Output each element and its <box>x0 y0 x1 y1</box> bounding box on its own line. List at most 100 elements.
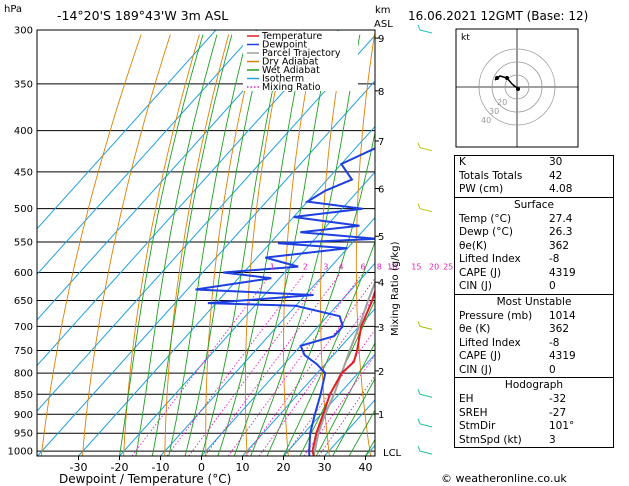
index-row: StmSpd (kt) 3 <box>455 434 613 448</box>
pressure-tick-label: 1000 <box>8 447 33 458</box>
index-value: 101° <box>549 420 575 432</box>
mixing-ratio-label: 8 <box>377 262 382 271</box>
mixing-ratio-label: 4 <box>338 262 343 271</box>
hodograph-ring-label: 20 <box>497 98 507 107</box>
x-tick-label: 10 <box>236 461 250 474</box>
pressure-tick-label: 650 <box>14 296 33 307</box>
pressure-tick-label: 850 <box>14 390 33 401</box>
pressure-tick-label: 450 <box>14 167 33 178</box>
hodograph-point <box>495 76 499 80</box>
pressure-tick-label: 300 <box>14 26 33 37</box>
wet-adiabat <box>250 34 361 456</box>
pressure-tick-label: 700 <box>14 322 33 333</box>
wet-adiabat <box>168 34 249 456</box>
dry-adiabat <box>164 34 230 456</box>
legend-label: Mixing Ratio <box>262 82 321 93</box>
index-label: Lifted Index <box>459 253 521 265</box>
km-unit-label: km <box>375 5 391 16</box>
asl-unit-label: ASL <box>374 19 393 30</box>
index-row: Totals Totals 42 <box>455 170 613 184</box>
mixing-ratio-line <box>188 274 325 456</box>
index-value: 27.4 <box>549 212 573 225</box>
x-tick-label: -10 <box>152 461 170 474</box>
wind-barbs <box>417 24 433 455</box>
index-row: EH -32 <box>455 393 613 407</box>
index-value: 4.08 <box>549 183 573 195</box>
km-tick-label: 2 <box>378 367 384 378</box>
index-label: CIN (J) <box>459 280 492 292</box>
index-label: Totals Totals <box>459 169 523 182</box>
x-tick-label: 20 <box>277 461 291 474</box>
stability-indices: K 30 Totals Totals 42 PW (cm) 4.08 <box>455 156 613 197</box>
wind-barb <box>419 325 433 330</box>
index-label: CIN (J) <box>459 363 492 376</box>
legend-label: Dewpoint <box>262 40 307 51</box>
isotherm-line <box>78 125 375 456</box>
wind-barb-flag <box>417 445 421 452</box>
index-label: θe(K) <box>459 239 487 252</box>
wind-barb <box>419 423 433 428</box>
mixing-ratio-line <box>131 274 271 456</box>
isotherm-line <box>37 30 340 367</box>
isotherm-line <box>37 30 299 321</box>
pressure-tick-label: 350 <box>14 79 33 90</box>
index-value: 0 <box>549 280 556 292</box>
indices-panel: K 30 Totals Totals 42 PW (cm) 4.08 Surface Te… <box>454 155 614 448</box>
isotherm-line <box>37 80 375 456</box>
index-value: 362 <box>549 323 570 335</box>
hodograph-point <box>505 76 509 80</box>
isotherm-line <box>119 171 375 456</box>
index-value: 4319 <box>549 350 576 362</box>
index-value: 26.3 <box>549 226 573 238</box>
x-tick-label: 30 <box>318 461 332 474</box>
wind-barb-flag <box>417 418 421 425</box>
hodograph-ring <box>478 48 556 126</box>
wind-barb-flag <box>417 389 421 395</box>
mixing-ratio-line <box>166 274 304 456</box>
pressure-tick-label: 600 <box>14 268 33 279</box>
wind-barb-flag <box>417 24 421 31</box>
dry-adiabat <box>355 34 375 456</box>
mixing-ratio-label: 25 <box>443 262 453 271</box>
isotherm-line <box>283 353 375 456</box>
hodograph-unit-label: kt <box>461 33 470 43</box>
skewt-curves <box>195 147 375 456</box>
index-label: PW (cm) <box>459 183 504 195</box>
legend-label: Wet Adiabat <box>262 65 320 76</box>
index-row: CIN (J) 0 <box>455 364 613 378</box>
legend-label: Temperature <box>261 31 322 42</box>
dewpoint-line <box>195 147 375 456</box>
index-row: Temp (°C) 27.4 <box>455 213 613 227</box>
dry-adiabat <box>244 34 288 456</box>
index-value: 1014 <box>549 309 576 322</box>
hpa-unit-label: hPa <box>4 4 22 15</box>
temperature-line <box>311 288 375 456</box>
isotherm-line <box>201 262 375 456</box>
index-value: -8 <box>549 336 560 349</box>
skewt-axes: 3003504004505005506006507007508008509009… <box>8 26 454 475</box>
lcl-label: LCL <box>383 448 402 459</box>
legend-label: Dry Adiabat <box>262 57 319 68</box>
mixing-ratio-axis-label: Mixing Ratio (g/kg) <box>390 241 401 336</box>
index-label: Pressure (mb) <box>459 309 533 322</box>
wind-barb-flag <box>417 203 421 209</box>
pressure-tick-label: 750 <box>14 346 33 357</box>
pressure-tick-label: 800 <box>14 369 33 380</box>
dry-adiabat <box>82 34 171 456</box>
most-unstable-title: Most Unstable <box>496 295 572 308</box>
wet-adiabat <box>119 34 204 456</box>
datetime-title: 16.06.2021 12GMT (Base: 12) <box>408 9 588 23</box>
km-tick-label: 8 <box>378 87 384 98</box>
x-tick-label: -30 <box>70 461 88 474</box>
wind-barb <box>419 208 433 213</box>
index-label: CAPE (J) <box>459 266 502 279</box>
most-unstable-section: Most Unstable Pressure (mb) 1014 θe (K) 362… <box>455 293 613 378</box>
mixing-ratio-label: 10 <box>387 262 397 271</box>
index-value: 30 <box>549 156 563 168</box>
wet-adiabat <box>151 34 233 456</box>
km-tick-label: 4 <box>378 278 384 289</box>
dry-adiabat <box>320 34 346 456</box>
index-label: SREH <box>459 406 488 419</box>
